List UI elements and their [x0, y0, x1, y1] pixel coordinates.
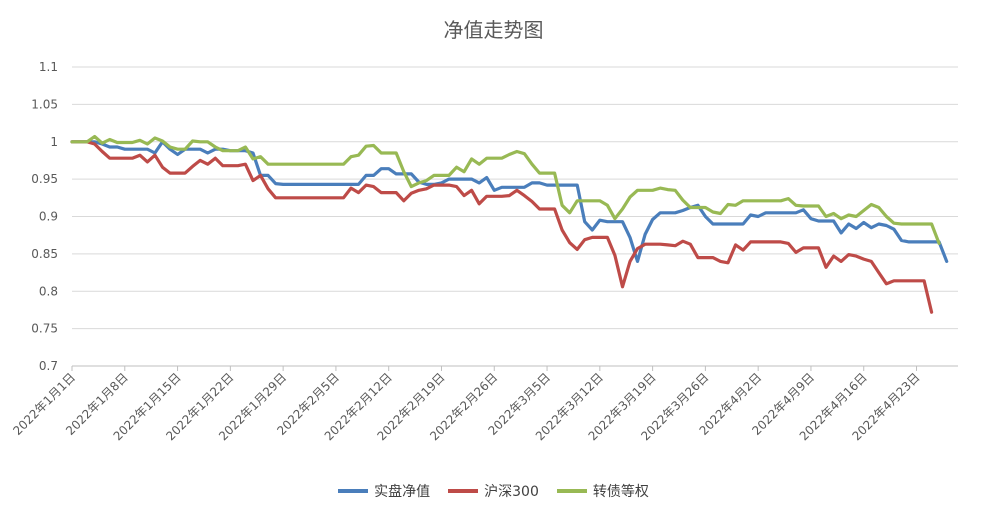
series-lines	[70, 134, 949, 314]
legend-swatch-convertible-equal-weight	[556, 489, 587, 493]
legend-item-actual-nav: 实盘净值	[338, 481, 430, 501]
legend-label-convertible-equal-weight: 转债等权	[592, 484, 649, 500]
y-tick-label: 0.9	[39, 210, 58, 224]
series-line-csi300	[70, 140, 934, 314]
y-tick-label: 1	[50, 135, 58, 149]
series-line-actual-nav	[70, 140, 949, 263]
legend-swatch-csi300	[448, 489, 479, 493]
legend-item-csi300: 沪深300	[448, 481, 539, 501]
gridlines	[72, 66, 958, 367]
y-axis-tick-labels: 0.7 0.75 0.8 0.85 0.9 0.95 1 1.05 1.1	[31, 60, 58, 373]
y-tick-label: 0.85	[31, 247, 58, 261]
series-line-convertible-equal-weight	[70, 134, 941, 245]
y-tick-label: 0.95	[31, 172, 58, 186]
y-tick-label: 0.75	[31, 322, 58, 336]
legend: 实盘净值 沪深300 转债等权	[0, 481, 987, 501]
y-tick-label: 0.8	[39, 284, 58, 298]
y-tick-label: 1.05	[31, 97, 58, 111]
chart-title: 净值走势图	[443, 18, 544, 42]
legend-swatch-actual-nav	[338, 489, 369, 493]
legend-label-actual-nav: 实盘净值	[374, 484, 431, 500]
y-tick-label: 1.1	[39, 60, 58, 74]
legend-label-csi300: 沪深300	[484, 484, 539, 500]
legend-item-convertible-equal-weight: 转债等权	[556, 481, 649, 501]
x-axis: 2022年1月1日2022年1月8日2022年1月15日2022年1月22日20…	[10, 366, 923, 443]
y-tick-label: 0.7	[39, 359, 58, 373]
